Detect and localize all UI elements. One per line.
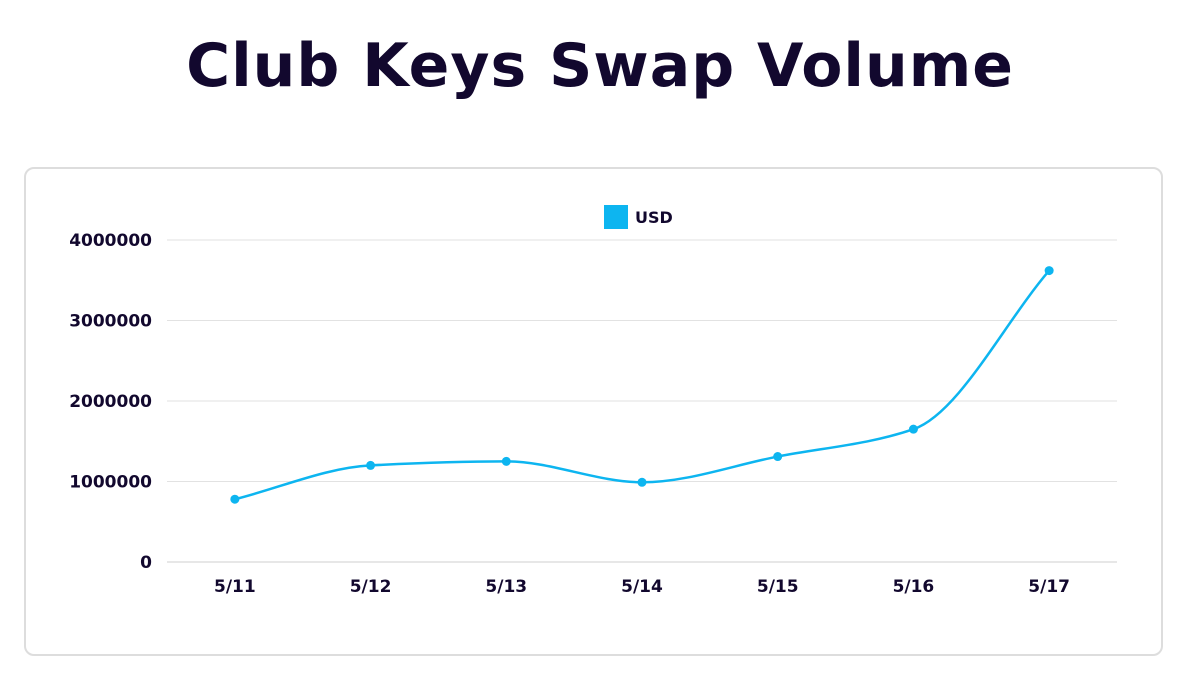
page-title: Club Keys Swap Volume [186,31,1014,101]
x-tick-label: 5/13 [485,577,527,597]
y-tick-label: 1000000 [69,473,152,493]
data-point [908,424,918,434]
legend-label: USD [635,208,673,227]
data-point [773,452,783,462]
data-point [230,494,240,504]
y-tick-label: 0 [140,553,152,573]
data-point [501,456,511,466]
y-tick-label: 4000000 [69,231,152,251]
series-line-usd [234,269,1051,501]
data-point [637,477,647,487]
y-tick-label: 3000000 [69,312,152,332]
x-tick-label: 5/11 [214,577,256,597]
y-tick-label: 2000000 [69,392,152,412]
data-point [1044,266,1054,276]
data-point [366,460,376,470]
x-tick-label: 5/16 [893,577,935,597]
x-tick-label: 5/17 [1028,577,1070,597]
chart-card [24,167,1163,656]
x-tick-label: 5/15 [757,577,799,597]
legend-swatch [604,205,628,229]
x-tick-label: 5/12 [350,577,392,597]
x-tick-label: 5/14 [621,577,663,597]
